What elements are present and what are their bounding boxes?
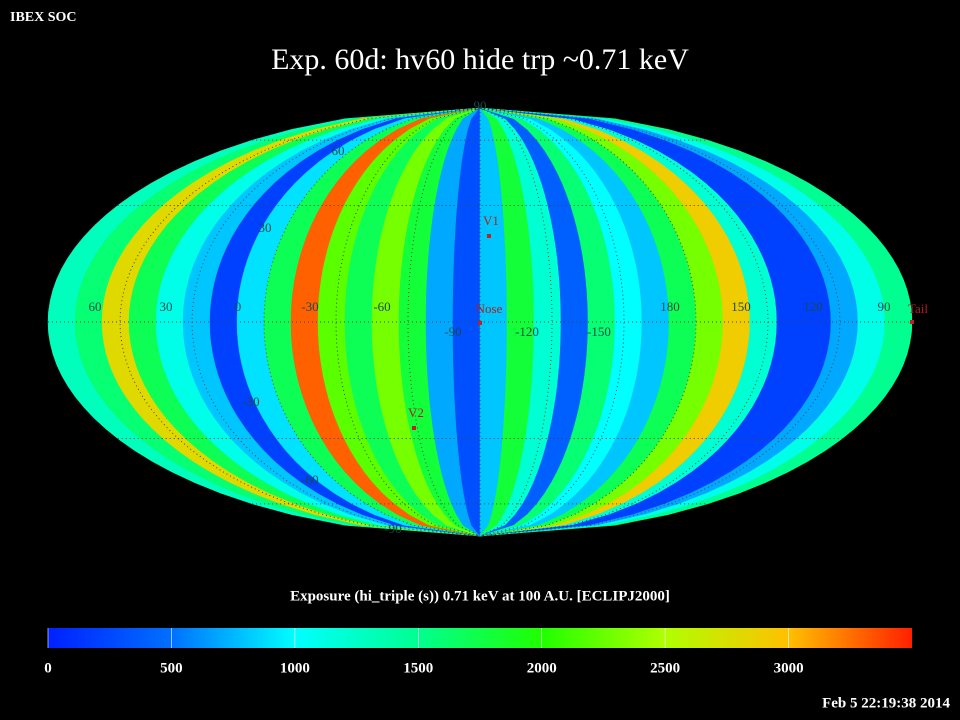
longitude-label: 120 bbox=[803, 299, 823, 314]
meridian bbox=[335, 107, 481, 537]
longitude-label: 60 bbox=[89, 299, 102, 314]
timestamp: Feb 5 22:19:38 2014 bbox=[822, 695, 950, 711]
map: 60 30 0 -30 -60 -90 -120 -150 180 150 120 90 90 60 30 -… bbox=[47, 98, 928, 537]
meridian bbox=[479, 107, 697, 537]
longitude-label: 0 bbox=[235, 299, 242, 314]
latitude-label: -60 bbox=[301, 472, 318, 487]
longitude-label: 30 bbox=[160, 299, 173, 314]
latitude-label: 60 bbox=[332, 143, 345, 158]
colorbar-tick-label: 1500 bbox=[403, 660, 433, 676]
latitude-label: 30 bbox=[259, 220, 272, 235]
meridian bbox=[263, 107, 481, 537]
colorbar-tick-label: 1000 bbox=[280, 660, 310, 676]
latitude-label: 90 bbox=[474, 98, 487, 113]
marker-label: Nose bbox=[476, 301, 503, 316]
longitude-label: -30 bbox=[301, 299, 318, 314]
marker-label: V1 bbox=[483, 213, 499, 228]
colorbar-tick-label: 2500 bbox=[650, 660, 680, 676]
meridian bbox=[479, 107, 625, 537]
latitude-label: -90 bbox=[384, 521, 401, 536]
marker bbox=[910, 320, 914, 324]
latitude-label: -30 bbox=[242, 394, 259, 409]
marker-label: V2 bbox=[408, 405, 424, 420]
colorbar-label: Exposure (hi_triple (s)) 0.71 keV at 100… bbox=[290, 588, 670, 604]
longitude-label: -90 bbox=[444, 324, 461, 339]
longitude-label: -120 bbox=[515, 324, 539, 339]
marker bbox=[487, 234, 491, 238]
marker bbox=[478, 321, 482, 325]
title: Exp. 60d: hv60 hide trp ~0.71 keV bbox=[271, 43, 689, 76]
marker bbox=[412, 426, 416, 430]
org-label: IBEX SOC bbox=[10, 10, 77, 25]
longitude-label: -60 bbox=[373, 299, 390, 314]
colorbar-tick-label: 3000 bbox=[774, 660, 804, 676]
colorbar bbox=[48, 628, 912, 648]
longitude-label: 150 bbox=[731, 299, 751, 314]
longitude-label: 90 bbox=[878, 299, 891, 314]
marker-label: Tail bbox=[908, 301, 928, 316]
colorbar-tick-label: 500 bbox=[160, 660, 183, 676]
colorbar-tick-label: 2000 bbox=[527, 660, 557, 676]
longitude-label: 180 bbox=[660, 299, 680, 314]
longitude-label: -150 bbox=[587, 324, 611, 339]
colorbar-tick-label: 0 bbox=[44, 660, 52, 676]
